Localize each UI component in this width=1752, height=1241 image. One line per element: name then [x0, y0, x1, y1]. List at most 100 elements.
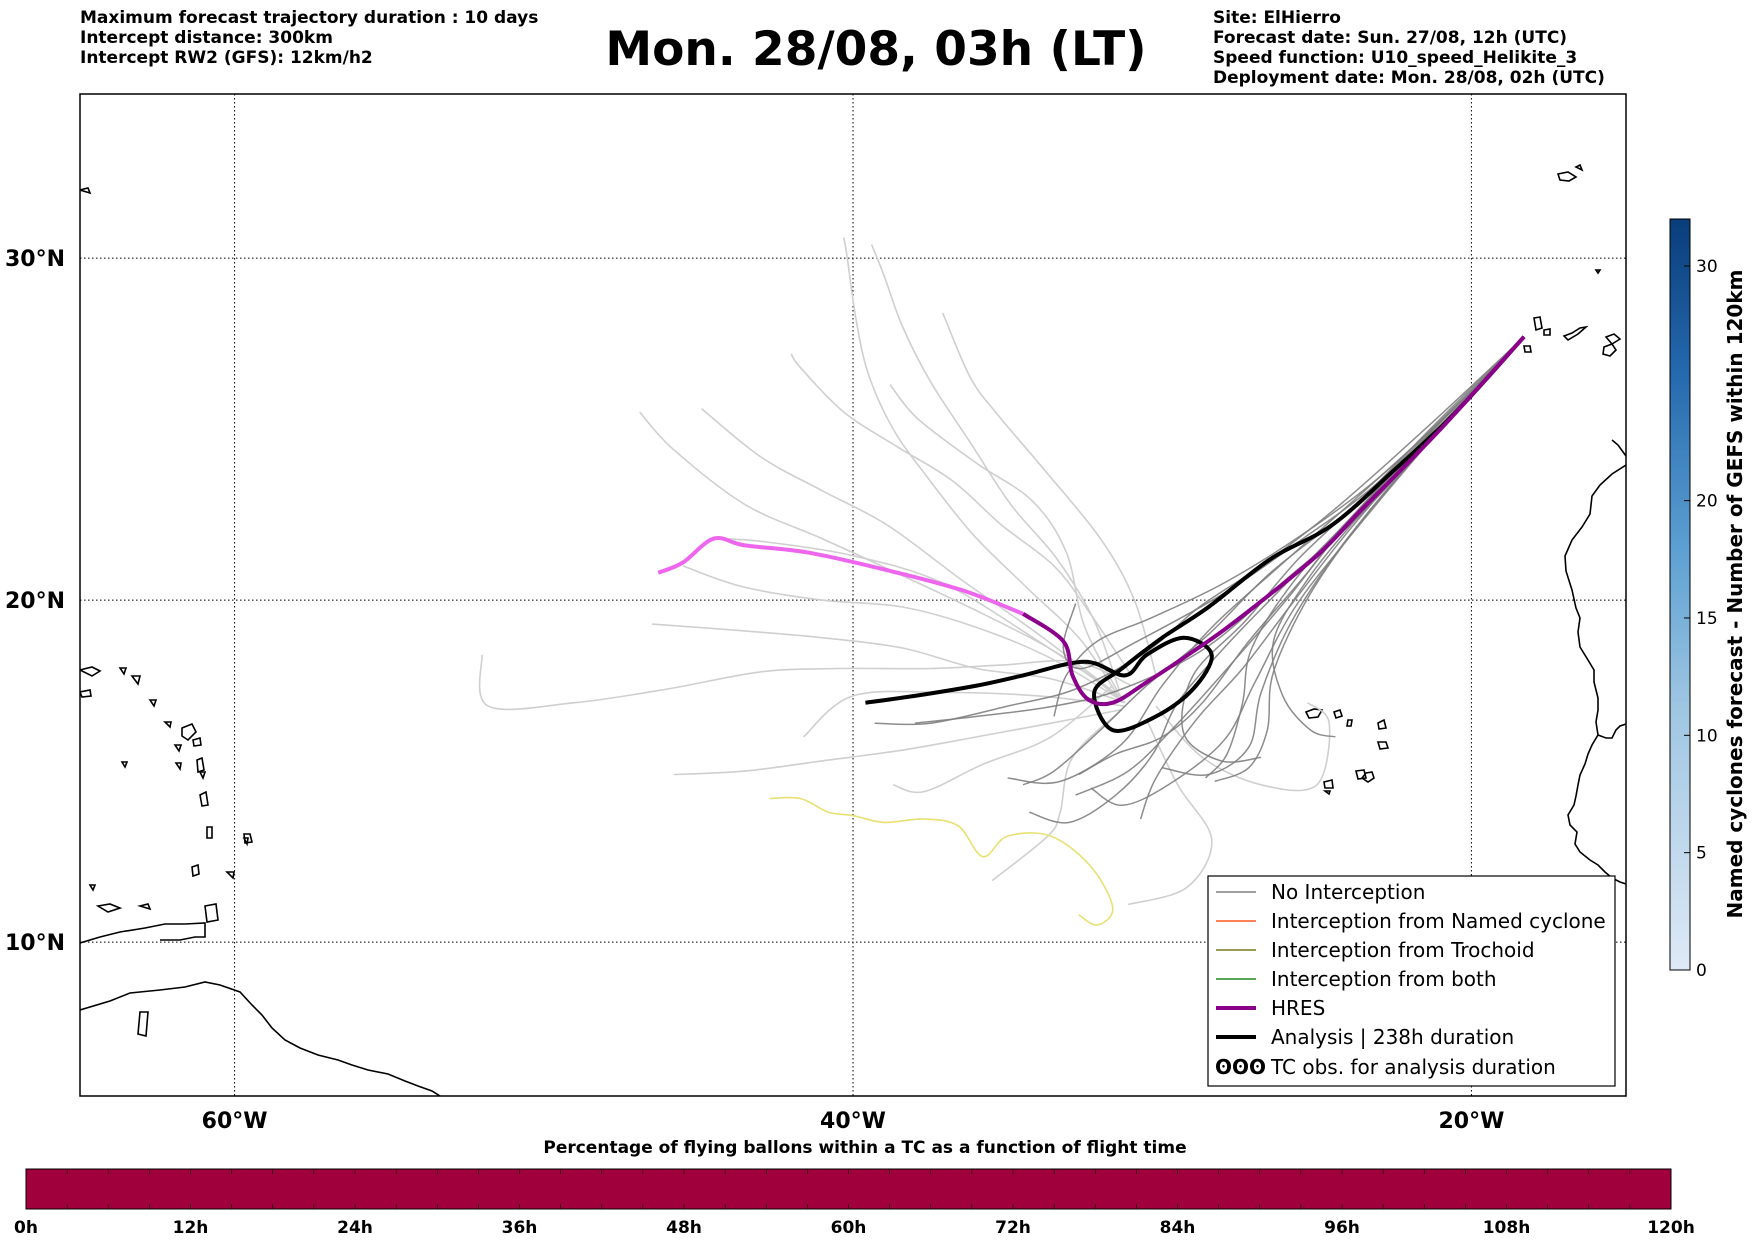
- cbar-tick-label: 5: [1696, 844, 1707, 864]
- coastline-venezuela-north: [80, 922, 206, 944]
- island-small-6: [88, 884, 97, 892]
- light-trajectory-line: [941, 312, 1157, 676]
- legend-label-analysis: Analysis | 238h duration: [1271, 1025, 1514, 1049]
- island-vi-2: [80, 689, 92, 698]
- time-bar-tick-label: 72h: [995, 1218, 1031, 1238]
- island-vi-3: [118, 667, 128, 676]
- lon-label: 20°W: [1438, 1109, 1504, 1134]
- light-trajectory-line: [673, 708, 1123, 776]
- light-trajectory-line: [1127, 719, 1213, 906]
- cbar-tick-label: 15: [1696, 609, 1718, 629]
- no-interception-line: [1204, 336, 1525, 779]
- main-title: Mon. 28/08, 03h (LT): [605, 22, 1147, 77]
- island-cape-verde-3: [1346, 719, 1353, 727]
- cbar-tick-label: 0: [1696, 961, 1707, 981]
- island-bahama-1: [80, 187, 92, 195]
- island-vi-4: [130, 675, 142, 686]
- light-trajectory-line: [870, 244, 1120, 690]
- island-trinidad: [204, 903, 219, 923]
- light-grey-trajectories: [478, 237, 1331, 906]
- yellow-trajectory-line: [769, 796, 1114, 926]
- analysis-trajectory: [865, 335, 1526, 733]
- light-trajectory-line: [790, 353, 1132, 676]
- light-trajectory-line: [1155, 702, 1331, 792]
- ensemble-trajectories: [874, 336, 1525, 824]
- legend-label-trochoid: Interception from Trochoid: [1271, 938, 1535, 962]
- island-la-palma: [1533, 316, 1543, 332]
- island-madeira-3: [1594, 269, 1602, 275]
- time-bar-tick-label: 12h: [173, 1218, 209, 1238]
- island-cape-verde-6: [1355, 769, 1367, 780]
- no-interception-line: [1139, 336, 1525, 820]
- coastline-south-america: [80, 981, 441, 1096]
- intercept-distance-text: Intercept distance: 300km: [80, 28, 333, 48]
- cyclone-colorbar: 0 5 10 15 20 30 Named cyclones forecast - Num…: [1669, 218, 1747, 981]
- light-trajectory-line: [723, 537, 1120, 697]
- light-trajectory-line: [892, 684, 1114, 794]
- site-text: Site: ElHierro: [1213, 8, 1341, 28]
- legend-label-hres: HRES: [1271, 996, 1325, 1020]
- cbar-tick-label: 10: [1696, 726, 1718, 746]
- light-trajectory-line: [889, 384, 1123, 700]
- island-small-2: [163, 721, 172, 729]
- cyclone-colorbar-gradient: [1669, 218, 1691, 971]
- time-bar-fill: [25, 1168, 1672, 1210]
- hres-line-late: [657, 535, 1024, 616]
- island-dominica: [196, 756, 205, 774]
- speed-function-text: Speed function: U10_speed_Helikite_3: [1213, 48, 1578, 68]
- coastline-senegal: [1597, 723, 1626, 739]
- cbar-tick-label: 20: [1696, 492, 1718, 512]
- time-bar-tick-label: 84h: [1160, 1218, 1196, 1238]
- legend-label-both: Interception from both: [1271, 967, 1497, 991]
- island-tenerife: [1562, 325, 1589, 342]
- island-cape-verde-8: [1360, 771, 1375, 783]
- hres-trajectory: [657, 335, 1526, 707]
- island-cape-verde-4: [1377, 718, 1387, 730]
- deployment-date-text: Deployment date: Mon. 28/08, 02h (UTC): [1213, 68, 1605, 88]
- island-martinique: [199, 790, 209, 807]
- no-interception-line: [1022, 336, 1525, 786]
- map-frame: [79, 93, 1627, 1097]
- header-left: Maximum forecast trajectory duration : 1…: [80, 8, 538, 68]
- island-cape-verde-5: [1376, 741, 1390, 750]
- coastlines: [80, 163, 1626, 1096]
- island-madeira-2: [1574, 163, 1584, 172]
- max-duration-text: Maximum forecast trajectory duration : 1…: [80, 8, 539, 28]
- island-cape-verde-9: [1322, 790, 1332, 796]
- island-madeira-1: [1556, 171, 1578, 182]
- island-aruba: [136, 903, 152, 911]
- light-trajectory-line: [651, 623, 1126, 704]
- longitude-labels: 60°W 40°W 20°W: [202, 1109, 1505, 1134]
- analysis-line: [865, 335, 1526, 733]
- coastline-africa: [1564, 464, 1626, 885]
- no-interception-line: [1053, 336, 1525, 717]
- island-lanzarote: [1604, 333, 1622, 346]
- time-bar-tick-label: 0h: [14, 1218, 38, 1238]
- legend-frame: [1207, 875, 1616, 1087]
- island-guadeloupe: [181, 722, 197, 742]
- island-el-hierro: [1523, 345, 1532, 353]
- island-cape-verde-1: [1304, 708, 1324, 719]
- island-grenada: [191, 863, 200, 878]
- no-interception-line: [1214, 336, 1525, 783]
- light-trajectory-line: [478, 654, 1132, 711]
- time-bar-tick-label: 48h: [666, 1218, 702, 1238]
- legend-label-named-cyclone: Interception from Named cyclone: [1271, 909, 1606, 933]
- map-plot-area: [80, 94, 1626, 1096]
- island-cape-verde-2: [1332, 708, 1344, 720]
- legend-label-no-interception: No Interception: [1271, 880, 1425, 904]
- island-cape-verde-7: [1323, 779, 1334, 789]
- island-small-7: [198, 771, 207, 781]
- lon-label: 40°W: [820, 1109, 886, 1134]
- light-trajectory-line: [991, 709, 1123, 882]
- time-bar-ticks: 0h 12h 24h 36h 48h 60h 72h 84h 96h 108h 120h: [14, 1169, 1695, 1238]
- lon-label: 60°W: [202, 1109, 268, 1134]
- light-trajectory-line: [700, 407, 1120, 697]
- island-small-1: [148, 699, 158, 708]
- light-trajectory-line: [682, 565, 1126, 704]
- time-bar-title: Percentage of flying ballons within a TC…: [543, 1138, 1186, 1158]
- island-vi-1: [80, 666, 102, 677]
- cyclone-colorbar-label: Named cyclones forecast - Number of GEFS…: [1723, 270, 1747, 919]
- legend-label-tc-obs: TC obs. for analysis duration: [1270, 1055, 1556, 1079]
